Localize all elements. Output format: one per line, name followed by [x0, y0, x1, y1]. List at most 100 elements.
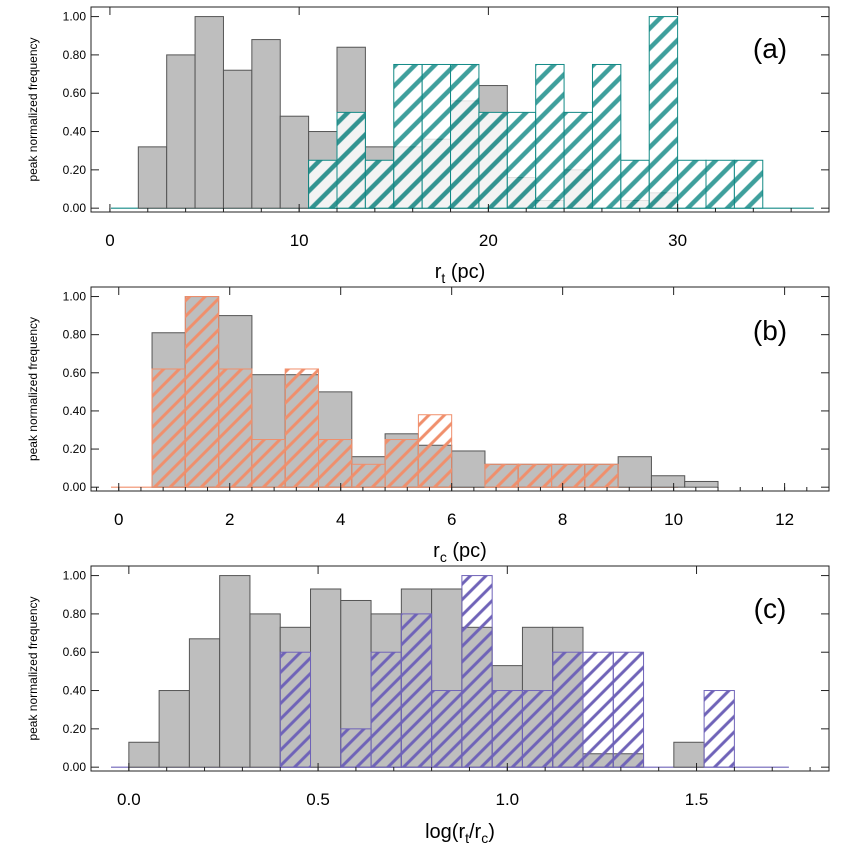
xtick-label: 10 — [664, 510, 683, 529]
bar-solid-gray-0 — [128, 741, 160, 768]
bar-hatched-purple-9 — [552, 651, 584, 768]
bar-hatched-teal-4 — [421, 63, 452, 209]
bar-hatched-purple-7 — [491, 690, 523, 768]
xtick-label: 0.0 — [117, 790, 141, 809]
bar-solid-gray-14 — [617, 456, 652, 488]
ytick-label: 0.80 — [63, 607, 87, 621]
ytick-label: 0.20 — [63, 722, 87, 736]
panel-a-xlabel: rt (pc) — [435, 261, 486, 286]
bar-solid-gray-3 — [219, 575, 251, 768]
bar-hatched-teal-12 — [648, 16, 679, 209]
ytick-label: 0.60 — [63, 645, 87, 659]
bar-hatched-salmon-3 — [251, 439, 286, 488]
bar-solid-gray-15 — [650, 475, 686, 488]
xtick-label: 2 — [225, 510, 234, 529]
panel-b: 0.00 0.20 0.40 0.60 0.80 1.00 0 2 4 6 8 10 12 peak n… — [26, 286, 830, 565]
bar-hatched-teal-11 — [620, 159, 650, 209]
panel-a-ylabel: peak normalized frequency — [26, 37, 40, 181]
xtick-label: 0 — [114, 510, 123, 529]
bar-solid-gray-2 — [194, 16, 224, 209]
bar-solid-gray-5 — [279, 115, 310, 209]
ytick-label: 0.40 — [63, 125, 87, 139]
bar-hatched-salmon-8 — [417, 414, 453, 488]
ytick-label: 0.20 — [63, 163, 87, 177]
xtick-label: 12 — [775, 510, 794, 529]
bar-hatched-purple-3 — [370, 651, 402, 768]
ytick-label: 1.00 — [63, 569, 87, 583]
panel-a-ticks: 0.00 0.20 0.40 0.60 0.80 1.00 0 10 20 30 — [63, 7, 830, 250]
bar-hatched-purple-8 — [521, 690, 554, 768]
bar-solid-gray-4 — [249, 613, 281, 768]
xtick-label: 4 — [336, 510, 345, 529]
ytick-label: 1.00 — [63, 10, 87, 24]
panel-b-ylabel: peak normalized frequency — [26, 317, 40, 461]
ytick-label: 0.80 — [63, 328, 87, 342]
ytick-label: 0.60 — [63, 86, 87, 100]
bar-hatched-teal-10 — [591, 63, 622, 209]
panel-b-label: (b) — [753, 315, 787, 346]
bar-hatched-salmon-7 — [384, 439, 419, 488]
bar-solid-gray-6 — [310, 588, 342, 768]
bar-hatched-teal-14 — [705, 159, 735, 209]
ytick-label: 0.40 — [63, 404, 87, 418]
panel-c-label: (c) — [754, 593, 787, 624]
xtick-label: 10 — [290, 231, 309, 250]
bar-solid-gray-0 — [137, 146, 168, 209]
bar-hatched-teal-0 — [308, 159, 338, 209]
bar-hatched-salmon-4 — [284, 368, 320, 488]
xtick-label: 1.5 — [685, 790, 709, 809]
xtick-label: 30 — [668, 231, 687, 250]
panel-b-frame — [90, 286, 830, 492]
bar-hatched-purple-4 — [400, 613, 433, 768]
ytick-label: 0.00 — [63, 760, 87, 774]
bar-hatched-teal-5 — [450, 63, 480, 209]
panel-b-bars — [111, 296, 719, 488]
ytick-label: 1.00 — [63, 290, 87, 304]
panel-c-bars — [111, 575, 789, 768]
ytick-label: 0.40 — [63, 684, 87, 698]
bar-hatched-purple-0 — [279, 651, 312, 768]
ytick-label: 0.60 — [63, 366, 87, 380]
bar-solid-gray-18 — [673, 741, 705, 768]
bar-hatched-teal-1 — [336, 111, 366, 209]
bar-hatched-salmon-6 — [351, 463, 386, 488]
ytick-label: 0.00 — [63, 201, 87, 215]
panel-a-label: (a) — [753, 33, 787, 64]
ytick-label: 0.00 — [63, 480, 87, 494]
bar-hatched-purple-6 — [461, 575, 493, 768]
panel-b-ticks: 0.00 0.20 0.40 0.60 0.80 1.00 0 2 4 6 8 10 12 — [63, 287, 829, 529]
bar-hatched-teal-3 — [393, 63, 423, 209]
bar-hatched-teal-9 — [563, 111, 593, 209]
bar-hatched-salmon-11 — [517, 463, 553, 488]
bar-hatched-purple-5 — [431, 690, 463, 768]
bar-solid-gray-9 — [451, 450, 486, 488]
bar-hatched-salmon-1 — [184, 296, 220, 488]
bar-hatched-teal-6 — [478, 111, 508, 209]
panel-c-ticks: 0.00 0.20 0.40 0.60 0.80 1.00 0.0 0.5 1.0 1.5 — [63, 566, 829, 809]
ytick-label: 0.20 — [63, 442, 87, 456]
xtick-label: 0.5 — [306, 790, 330, 809]
ytick-label: 0.80 — [63, 48, 87, 62]
panel-c-ylabel: peak normalized frequency — [26, 596, 40, 740]
bar-hatched-teal-13 — [677, 159, 707, 209]
xtick-label: 6 — [447, 510, 456, 529]
bar-hatched-teal-2 — [364, 159, 395, 209]
bar-solid-gray-16 — [684, 480, 719, 488]
bar-hatched-salmon-2 — [218, 368, 253, 488]
panel-a-frame — [90, 6, 830, 213]
bar-solid-gray-1 — [166, 54, 196, 209]
bar-hatched-teal-7 — [506, 111, 537, 209]
bar-hatched-teal-15 — [733, 159, 764, 209]
xtick-label: 20 — [479, 231, 498, 250]
bar-hatched-purple-2 — [340, 728, 372, 768]
bar-solid-gray-2 — [188, 638, 221, 768]
bar-solid-gray-4 — [251, 39, 281, 209]
panel-c-xlabel: log(rt/rc) — [425, 821, 495, 846]
panel-c-frame — [90, 565, 830, 772]
panel-a-bars — [111, 16, 814, 209]
bar-hatched-salmon-0 — [151, 368, 186, 488]
panel-a: 0.00 0.20 0.40 0.60 0.80 1.00 0 10 20 30 peak nor… — [26, 6, 830, 286]
bar-hatched-salmon-13 — [584, 463, 619, 488]
panel-c: 0.00 0.20 0.40 0.60 0.80 1.00 0.0 0.5 1.0 1.5 pea… — [26, 565, 830, 846]
